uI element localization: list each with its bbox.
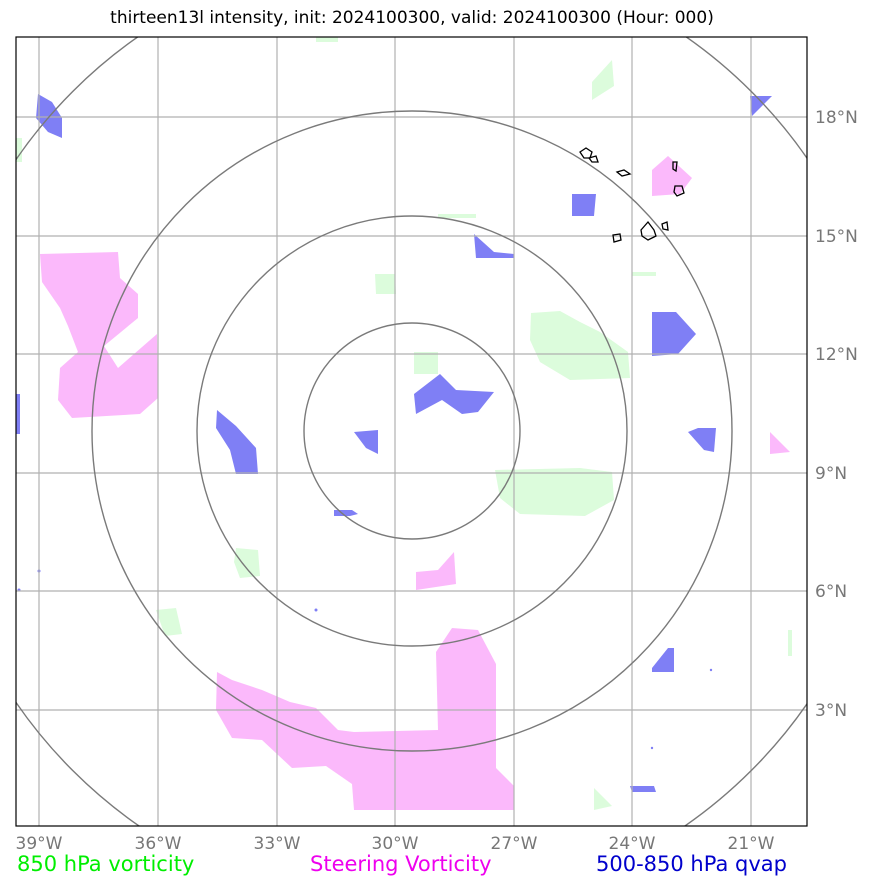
lat-label: 15°N [815, 227, 858, 247]
qvap-area [688, 428, 716, 452]
vorticity-850-area [788, 630, 792, 656]
lon-label: 33°W [254, 834, 301, 854]
legend-steering-vorticity: Steering Vorticity [310, 852, 492, 876]
coastline-islands [579, 147, 685, 243]
qvap-area [334, 510, 358, 516]
vorticity-850-area [375, 274, 396, 294]
qvap-area [652, 648, 674, 672]
lat-label: 6°N [815, 582, 847, 602]
lon-label: 21°W [728, 834, 775, 854]
island-outline [661, 221, 669, 231]
steering-vorticity-area [416, 552, 456, 590]
lon-label: 27°W [491, 834, 538, 854]
vorticity-850-area [156, 608, 182, 636]
vorticity-850-area [316, 37, 338, 42]
latitude-labels: 18°N 15°N 12°N 9°N 6°N 3°N [815, 108, 858, 721]
qvap-speck [709, 668, 713, 672]
island-outline [672, 161, 678, 173]
qvap-area [414, 374, 494, 414]
island-outline [587, 155, 599, 163]
island-outline [673, 185, 685, 197]
island-outline [579, 147, 593, 159]
lat-label: 9°N [815, 464, 847, 484]
qvap-area [750, 96, 772, 116]
qvap-area [474, 234, 514, 258]
vorticity-850-area [438, 214, 476, 218]
lat-label: 18°N [815, 108, 858, 128]
steering-vorticity-area [216, 628, 514, 810]
vorticity-850-area [594, 788, 612, 810]
map-title: thirteen13l intensity, init: 2024100300,… [110, 8, 714, 28]
lon-label: 36°W [135, 834, 182, 854]
vorticity-850-area [632, 272, 656, 276]
qvap-area [354, 430, 378, 454]
qvap-area [216, 410, 258, 474]
vorticity-850-area [414, 352, 438, 374]
range-ring-1 [303, 322, 521, 540]
island-outline [612, 233, 622, 243]
vorticity-850-area [495, 468, 614, 516]
range-ring-2 [196, 215, 628, 647]
vorticity-850-area [234, 548, 260, 578]
qvap-speck [314, 608, 318, 612]
lat-label: 12°N [815, 345, 858, 365]
qvap-fields [16, 94, 772, 792]
qvap-area [630, 786, 656, 792]
vorticity-850-area [16, 138, 22, 162]
plot-frame [15, 36, 808, 827]
gridlines [16, 37, 807, 826]
range-ring-3 [91, 110, 733, 752]
longitude-labels: 39°W 36°W 33°W 30°W 27°W 24°W 21°W [16, 834, 775, 854]
lon-label: 24°W [609, 834, 656, 854]
steering-vorticity-area [652, 156, 692, 196]
qvap-speck [650, 746, 654, 750]
lat-label: 3°N [815, 701, 847, 721]
legend-qvap: 500-850 hPa qvap [596, 852, 787, 876]
qvap-area [652, 312, 696, 356]
lon-label: 39°W [16, 834, 63, 854]
vorticity-850-fields [16, 37, 792, 810]
qvap-area [572, 194, 596, 216]
vorticity-850-area [530, 311, 630, 380]
steering-vorticity-fields [40, 156, 790, 810]
steering-vorticity-area [40, 252, 158, 418]
lon-label: 30°W [372, 834, 419, 854]
qvap-area [16, 394, 20, 434]
island-outline [615, 169, 632, 177]
island-outline [640, 220, 657, 241]
steering-vorticity-area [770, 432, 790, 454]
vorticity-850-area [592, 60, 614, 100]
legend-850-vorticity: 850 hPa vorticity [17, 852, 195, 876]
